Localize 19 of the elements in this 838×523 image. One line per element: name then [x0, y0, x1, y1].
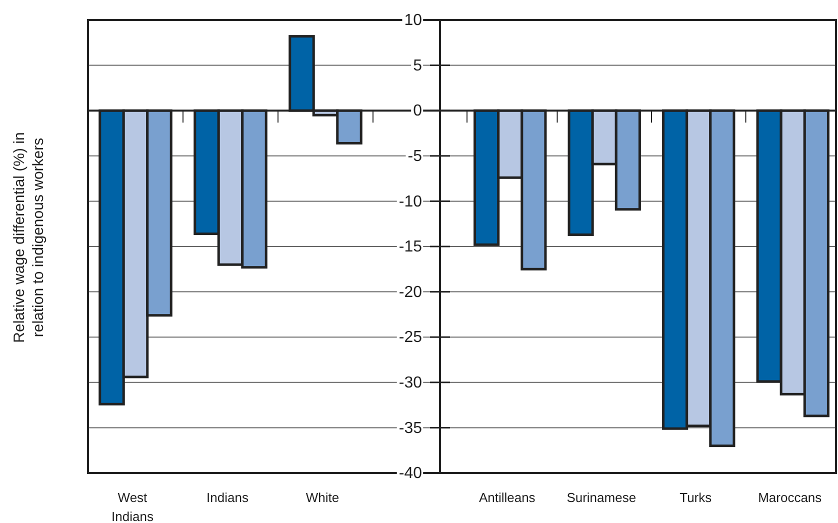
y-tick-label: -25	[398, 329, 422, 346]
y-tick-label: -40	[398, 465, 422, 482]
y-tick-label: -20	[398, 284, 422, 301]
y-tick-label: -10	[398, 193, 422, 210]
x-tick-label: Maroccans	[758, 490, 822, 505]
x-tick-label: Surinamese	[566, 490, 636, 505]
x-tick-label: White	[306, 490, 340, 505]
y-tick-label: -30	[398, 374, 422, 392]
y-tick-label: 0	[413, 102, 422, 120]
y-axis-title: Relative wage differential (%) in relation to indigenous workers	[11, 132, 47, 343]
x-tick-label: Antilleans	[478, 490, 536, 505]
y-tick-label: -5	[408, 148, 422, 166]
x-tick-label: West Indians	[112, 490, 154, 523]
y-tick-label: 5	[413, 57, 422, 74]
y-tick-label: -15	[398, 238, 422, 256]
x-tick-label: Indians	[206, 490, 249, 505]
y-tick-label: 10	[404, 12, 422, 30]
x-tick-label: Turks	[680, 490, 712, 505]
y-tick-label: -35	[398, 420, 422, 437]
